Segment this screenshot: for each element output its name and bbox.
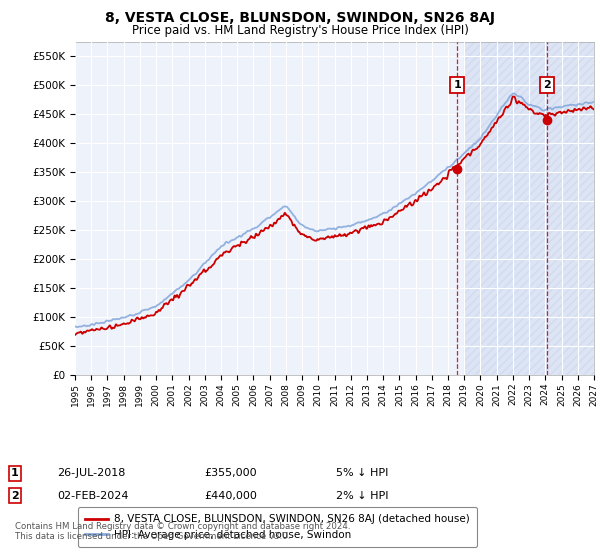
- Text: 8, VESTA CLOSE, BLUNSDON, SWINDON, SN26 8AJ: 8, VESTA CLOSE, BLUNSDON, SWINDON, SN26 …: [105, 11, 495, 25]
- Text: 02-FEB-2024: 02-FEB-2024: [57, 491, 128, 501]
- Text: 5% ↓ HPI: 5% ↓ HPI: [336, 468, 388, 478]
- Text: £440,000: £440,000: [204, 491, 257, 501]
- Text: 1: 1: [11, 468, 19, 478]
- Bar: [464, 42, 594, 375]
- Text: £355,000: £355,000: [204, 468, 257, 478]
- Text: 1: 1: [454, 80, 461, 90]
- Text: 2: 2: [543, 80, 551, 90]
- Text: 2% ↓ HPI: 2% ↓ HPI: [336, 491, 389, 501]
- Bar: [464, 42, 594, 375]
- Text: Contains HM Land Registry data © Crown copyright and database right 2024.
This d: Contains HM Land Registry data © Crown c…: [15, 522, 350, 542]
- Text: 26-JUL-2018: 26-JUL-2018: [57, 468, 125, 478]
- Text: Price paid vs. HM Land Registry's House Price Index (HPI): Price paid vs. HM Land Registry's House …: [131, 24, 469, 36]
- Legend: 8, VESTA CLOSE, BLUNSDON, SWINDON, SN26 8AJ (detached house), HPI: Average price: 8, VESTA CLOSE, BLUNSDON, SWINDON, SN26 …: [77, 507, 477, 547]
- Text: 2: 2: [11, 491, 19, 501]
